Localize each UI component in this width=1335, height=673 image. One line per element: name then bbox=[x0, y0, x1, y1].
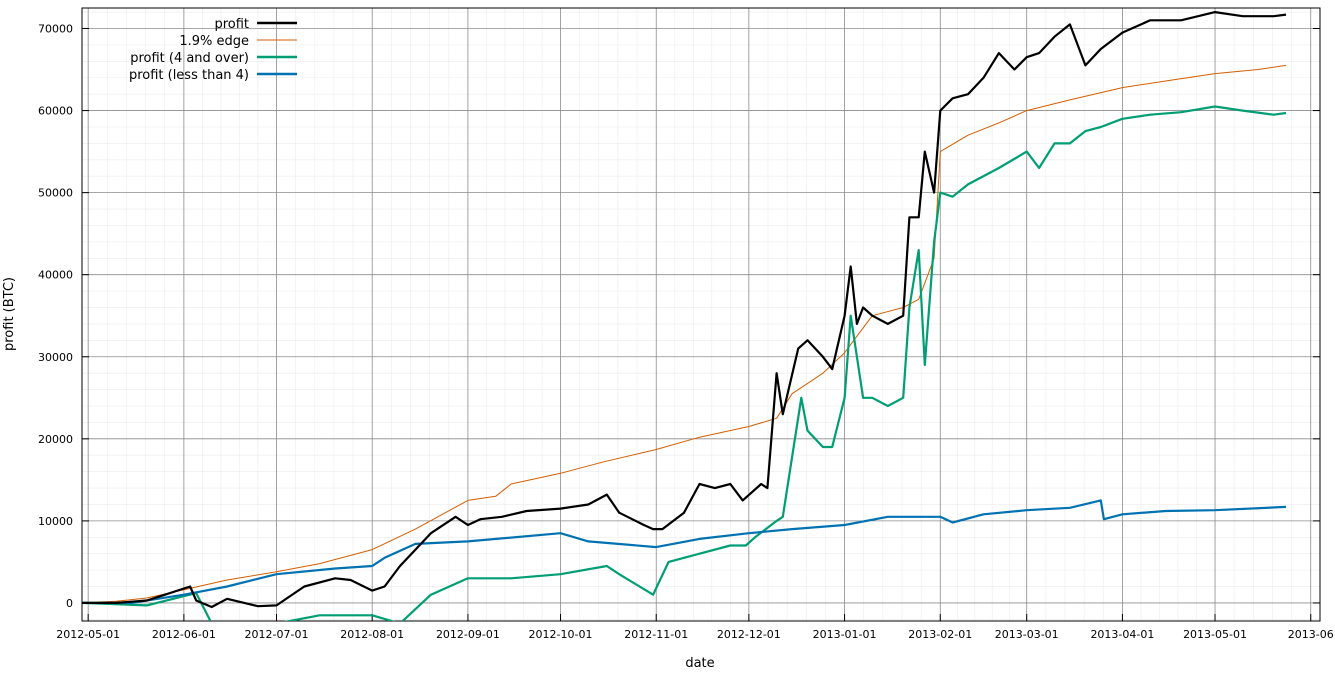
x-tick-label: 2013-02-01 bbox=[908, 628, 972, 641]
major-gridlines bbox=[82, 8, 1320, 621]
y-tick-label: 50000 bbox=[38, 187, 73, 200]
x-tick-label: 2012-11-01 bbox=[624, 628, 688, 641]
y-tick-label: 10000 bbox=[38, 515, 73, 528]
y-axis-label: profit (BTC) bbox=[2, 277, 17, 351]
series-layer bbox=[82, 11, 1287, 621]
y-tick-label: 30000 bbox=[38, 351, 73, 364]
y-tick-labels: 0 10000 20000 30000 40000 50000 60000 70000 bbox=[38, 23, 73, 610]
series-edge bbox=[82, 64, 1287, 604]
axis-ticks bbox=[82, 28, 1320, 621]
x-tick-label: 2012-08-01 bbox=[340, 628, 404, 641]
minor-gridlines bbox=[82, 8, 1320, 621]
x-tick-labels: 2012-05-01 2012-06-01 2012-07-01 2012-08-01… bbox=[56, 628, 1334, 641]
series-profit bbox=[82, 11, 1287, 609]
legend-label-edge: 1.9% edge bbox=[179, 34, 249, 49]
x-tick-label: 2013-03-01 bbox=[995, 628, 1059, 641]
legend-label-four-and-over: profit (4 and over) bbox=[130, 51, 249, 66]
plot-frame bbox=[81, 7, 1321, 622]
x-tick-label: 2013-04-01 bbox=[1090, 628, 1154, 641]
y-tick-label: 0 bbox=[66, 597, 73, 610]
x-tick-label: 2012-10-01 bbox=[529, 628, 593, 641]
x-tick-label: 2012-09-01 bbox=[436, 628, 500, 641]
x-tick-label: 2012-05-01 bbox=[56, 628, 120, 641]
x-tick-label: 2013-01-01 bbox=[813, 628, 877, 641]
y-tick-label: 40000 bbox=[38, 269, 73, 282]
legend: profit 1.9% edge profit (4 and over) pro… bbox=[129, 17, 297, 83]
x-axis-label: date bbox=[685, 656, 714, 671]
y-tick-label: 70000 bbox=[38, 23, 73, 36]
x-tick-label: 2013-05-01 bbox=[1183, 628, 1247, 641]
x-tick-label: 2012-12-01 bbox=[717, 628, 781, 641]
legend-label-profit: profit bbox=[214, 17, 249, 32]
x-tick-label: 2013-06 bbox=[1288, 628, 1334, 641]
x-tick-label: 2012-07-01 bbox=[245, 628, 309, 641]
y-tick-label: 20000 bbox=[38, 433, 73, 446]
x-tick-label: 2012-06-01 bbox=[152, 628, 216, 641]
y-tick-label: 60000 bbox=[38, 105, 73, 118]
series-four-and-over bbox=[82, 105, 1287, 621]
series-less-than-four bbox=[82, 499, 1287, 605]
legend-label-less-than-four: profit (less than 4) bbox=[129, 68, 249, 83]
